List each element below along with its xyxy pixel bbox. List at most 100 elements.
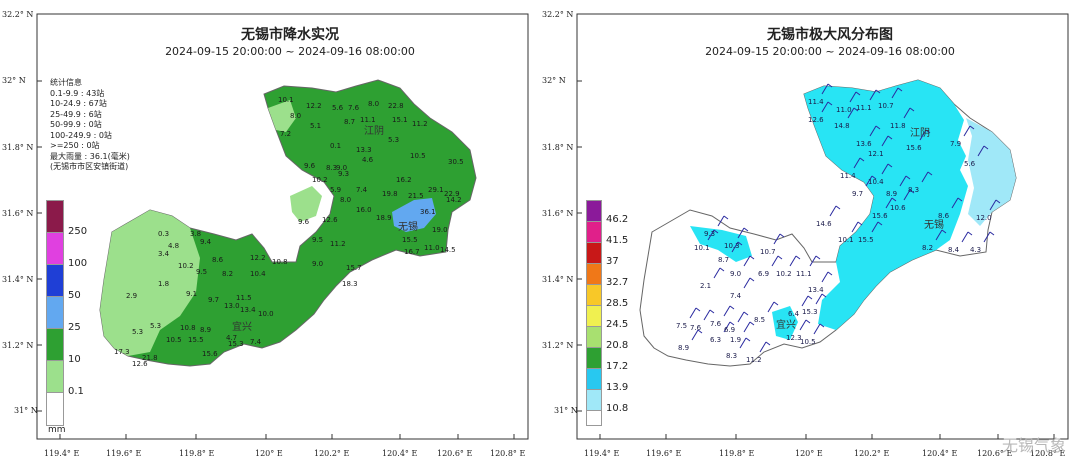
station-value: 4.6 bbox=[362, 156, 374, 164]
station-value: 10.2 bbox=[312, 176, 328, 184]
station-value: 3.8 bbox=[190, 230, 202, 238]
station-value: 8.9 bbox=[678, 344, 690, 352]
station-value: 1.9 bbox=[730, 336, 742, 344]
station-value: 11.2 bbox=[330, 240, 346, 248]
wind-barb bbox=[865, 175, 877, 187]
x-tick-label: 120.4° E bbox=[382, 449, 418, 458]
station-value: 5.3 bbox=[388, 136, 400, 144]
legend-swatch bbox=[46, 360, 64, 394]
precip-light-area-2 bbox=[290, 186, 322, 222]
wind-barb bbox=[731, 241, 743, 253]
station-value: 10.4 bbox=[868, 178, 884, 186]
legend-swatch bbox=[586, 326, 602, 348]
stats-line: (无锡市市区安镇街道) bbox=[50, 162, 129, 171]
station-value: 9.5 bbox=[196, 268, 208, 276]
wind-barb bbox=[821, 271, 833, 283]
station-value: 15.3 bbox=[228, 340, 244, 348]
station-value: 14.5 bbox=[440, 246, 456, 254]
station-value: 8.4 bbox=[948, 246, 960, 254]
x-tick-label: 120.8° E bbox=[1030, 449, 1066, 458]
legend-swatch bbox=[46, 232, 64, 266]
y-tick-label: 31.6° N bbox=[542, 209, 574, 218]
wind-barb bbox=[881, 163, 893, 175]
station-value: 8.5 bbox=[754, 316, 766, 324]
station-value: 10.4 bbox=[250, 270, 266, 278]
station-value: 10.3 bbox=[724, 242, 740, 250]
station-value: 16.0 bbox=[356, 206, 372, 214]
station-value: 21.5 bbox=[408, 192, 424, 200]
station-value: 10.1 bbox=[694, 244, 710, 252]
stats-line: >=250 : 0站 bbox=[50, 141, 100, 150]
station-value: 11.5 bbox=[236, 294, 252, 302]
watermark: 无锡气象 bbox=[1001, 436, 1066, 455]
legend-label: 28.5 bbox=[606, 298, 629, 309]
wind-barb bbox=[713, 267, 725, 279]
wind-barb bbox=[743, 321, 755, 333]
station-value: 7.4 bbox=[356, 186, 368, 194]
station-value: 11.4 bbox=[840, 172, 856, 180]
legend-swatch bbox=[586, 368, 602, 390]
stats-line: 统计信息 bbox=[50, 78, 82, 87]
wind-cyan-area bbox=[804, 80, 968, 330]
station-value: 9.1 bbox=[186, 290, 198, 298]
legend-label: 46.2 bbox=[606, 214, 629, 225]
legend-swatch bbox=[46, 264, 64, 298]
legend-swatch bbox=[46, 392, 64, 426]
station-value: 18.3 bbox=[342, 280, 358, 288]
station-value: 2.9 bbox=[126, 292, 138, 300]
wind-barb bbox=[801, 295, 813, 307]
x-tick-label: 120.8° E bbox=[490, 449, 526, 458]
wind-barb bbox=[737, 311, 749, 323]
station-value: 7.6 bbox=[690, 324, 702, 332]
stats-line: 10-24.9 : 67站 bbox=[50, 99, 107, 108]
wind-barb bbox=[847, 107, 859, 119]
station-value: 5.9 bbox=[330, 186, 342, 194]
x-tick-label: 119.8° E bbox=[719, 449, 755, 458]
wind-barb bbox=[919, 129, 931, 141]
x-tick-label: 120° E bbox=[795, 449, 823, 458]
y-tick-label: 31.4° N bbox=[2, 275, 34, 284]
station-value: 15.6 bbox=[872, 212, 888, 220]
station-value: 11.2 bbox=[412, 120, 428, 128]
station-value: 16.2 bbox=[396, 176, 412, 184]
station-value: 9.6 bbox=[298, 218, 310, 226]
wind-barb bbox=[829, 205, 841, 217]
legend-swatch bbox=[46, 328, 64, 362]
station-value: 15.1 bbox=[392, 116, 408, 124]
y-tick-label: 31.8° N bbox=[542, 143, 574, 152]
wind-barb bbox=[891, 87, 903, 99]
station-value: 9.0 bbox=[312, 260, 324, 268]
station-value: 10.2 bbox=[178, 262, 194, 270]
legend-swatch bbox=[586, 200, 602, 222]
legend-swatch bbox=[586, 242, 602, 264]
station-value: 6.3 bbox=[710, 336, 722, 344]
station-value: 10.5 bbox=[166, 336, 182, 344]
precipitation-stats: 统计信息 0.1-9.9 : 43站 10-24.9 : 67站 25-49.9… bbox=[50, 78, 130, 173]
station-value: 15.5 bbox=[402, 236, 418, 244]
wind-barb bbox=[951, 197, 963, 209]
station-value: 15.7 bbox=[346, 264, 362, 272]
station-value: 9.0 bbox=[336, 164, 348, 172]
x-tick-label: 119.4° E bbox=[584, 449, 620, 458]
stats-line: 100-249.9 : 0站 bbox=[50, 130, 112, 140]
legend-label: 13.9 bbox=[606, 382, 629, 393]
station-value: 4.3 bbox=[970, 246, 982, 254]
y-tick-label: 31° N bbox=[554, 406, 578, 415]
station-value: 11.1 bbox=[360, 116, 376, 124]
x-tick-label: 120.6° E bbox=[437, 449, 473, 458]
x-tick-label: 119.6° E bbox=[646, 449, 682, 458]
station-value: 12.2 bbox=[250, 254, 266, 262]
station-value: 8.3 bbox=[326, 164, 338, 172]
station-value: 13.0 bbox=[224, 302, 240, 310]
station-value: 10.5 bbox=[410, 152, 426, 160]
legend-label: 100 bbox=[68, 258, 88, 269]
station-value: 19.8 bbox=[382, 190, 398, 198]
wind-barb bbox=[717, 215, 729, 227]
station-value: 14.2 bbox=[446, 196, 462, 204]
station-value: 11.8 bbox=[890, 122, 906, 130]
station-value: 8.3 bbox=[908, 186, 920, 194]
station-value: 12.6 bbox=[808, 116, 824, 124]
x-tick-label: 120° E bbox=[255, 449, 283, 458]
wind-barb bbox=[989, 199, 1001, 211]
station-value: 8.0 bbox=[290, 112, 302, 120]
